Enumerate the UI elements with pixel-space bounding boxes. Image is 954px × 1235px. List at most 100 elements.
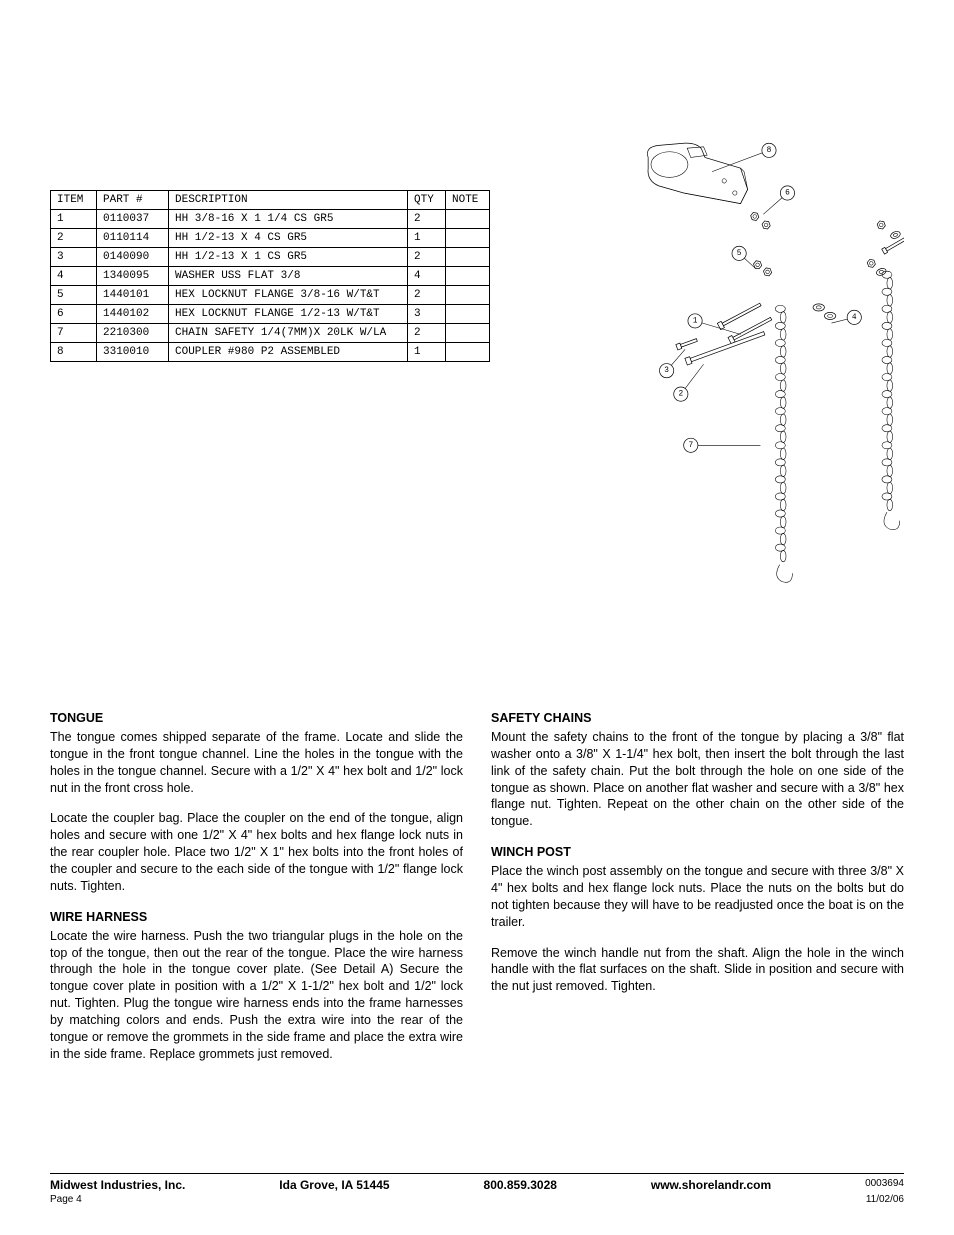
right-column: SAFETY CHAINS Mount the safety chains to … <box>491 710 904 1077</box>
parts-table-wrap: ITEM PART # DESCRIPTION QTY NOTE 1011003… <box>50 190 490 670</box>
chain-right-icon <box>882 271 893 511</box>
cell-note <box>446 267 490 286</box>
cell-part: 1340095 <box>97 267 169 286</box>
parts-table: ITEM PART # DESCRIPTION QTY NOTE 1011003… <box>50 190 490 362</box>
th-qty: QTY <box>408 191 446 210</box>
cell-qty: 3 <box>408 305 446 324</box>
section-para: The tongue comes shipped separate of the… <box>50 729 463 797</box>
table-row: 83310010COUPLER #980 P2 ASSEMBLED1 <box>51 343 490 362</box>
footer-docnum: 0003694 <box>865 1178 904 1192</box>
callout-label: 4 <box>852 313 857 322</box>
table-row: 10110037HH 3/8-16 X 1 1/4 CS GR52 <box>51 210 490 229</box>
callout-label: 8 <box>767 146 772 155</box>
cell-qty: 2 <box>408 286 446 305</box>
nut-icon <box>750 211 772 277</box>
cell-item: 2 <box>51 229 97 248</box>
footer-url: www.shorelandr.com <box>651 1178 771 1192</box>
section-para: Remove the winch handle nut from the sha… <box>491 945 904 996</box>
upper-region: ITEM PART # DESCRIPTION QTY NOTE 1011003… <box>50 50 904 670</box>
cell-item: 7 <box>51 324 97 343</box>
cell-desc: HH 3/8-16 X 1 1/4 CS GR5 <box>169 210 408 229</box>
th-desc: DESCRIPTION <box>169 191 408 210</box>
cell-part: 3310010 <box>97 343 169 362</box>
cell-note <box>446 286 490 305</box>
section-heading: WINCH POST <box>491 844 904 861</box>
cell-desc: WASHER USS FLAT 3/8 <box>169 267 408 286</box>
th-part: PART # <box>97 191 169 210</box>
cell-desc: HEX LOCKNUT FLANGE 1/2-13 W/T&T <box>169 305 408 324</box>
bolt-long-icon <box>685 330 766 365</box>
callout-label: 1 <box>693 316 698 325</box>
callout-label: 3 <box>664 366 669 375</box>
cell-part: 1440102 <box>97 305 169 324</box>
section-para: Place the winch post assembly on the ton… <box>491 863 904 931</box>
cell-item: 1 <box>51 210 97 229</box>
table-header-row: ITEM PART # DESCRIPTION QTY NOTE <box>51 191 490 210</box>
cell-desc: COUPLER #980 P2 ASSEMBLED <box>169 343 408 362</box>
table-row: 20110114HH 1/2-13 X 4 CS GR51 <box>51 229 490 248</box>
cell-part: 0110037 <box>97 210 169 229</box>
cell-qty: 2 <box>408 248 446 267</box>
washer-icon <box>813 304 836 320</box>
footer-phone: 800.859.3028 <box>484 1178 557 1192</box>
cell-qty: 2 <box>408 210 446 229</box>
table-row: 51440101HEX LOCKNUT FLANGE 3/8-16 W/T&T2 <box>51 286 490 305</box>
section-heading: WIRE HARNESS <box>50 909 463 926</box>
cell-note <box>446 210 490 229</box>
th-note: NOTE <box>446 191 490 210</box>
callout-label: 6 <box>785 188 790 197</box>
hardware-group-icon <box>867 220 904 277</box>
cell-desc: HEX LOCKNUT FLANGE 3/8-16 W/T&T <box>169 286 408 305</box>
cell-part: 0110114 <box>97 229 169 248</box>
footer: Midwest Industries, Inc. Ida Grove, IA 5… <box>50 1173 904 1205</box>
footer-date: 11/02/06 <box>866 1194 904 1205</box>
footer-row-1: Midwest Industries, Inc. Ida Grove, IA 5… <box>50 1178 904 1192</box>
cell-item: 6 <box>51 305 97 324</box>
table-row: 61440102HEX LOCKNUT FLANGE 1/2-13 W/T&T3 <box>51 305 490 324</box>
table-row: 41340095WASHER USS FLAT 3/84 <box>51 267 490 286</box>
left-column: TONGUE The tongue comes shipped separate … <box>50 710 463 1077</box>
section-para: Locate the wire harness. Push the two tr… <box>50 928 463 1063</box>
bolt-short-icon <box>717 301 772 344</box>
cell-item: 5 <box>51 286 97 305</box>
footer-company: Midwest Industries, Inc. <box>50 1178 185 1192</box>
section-para: Locate the coupler bag. Place the couple… <box>50 810 463 894</box>
cell-qty: 1 <box>408 343 446 362</box>
coupler-icon <box>647 143 747 203</box>
callout-label: 5 <box>737 249 742 258</box>
hook-icon <box>777 512 900 582</box>
bolt-head-icon <box>676 337 698 350</box>
cell-desc: HH 1/2-13 X 4 CS GR5 <box>169 229 408 248</box>
cell-part: 0140090 <box>97 248 169 267</box>
section-para: Mount the safety chains to the front of … <box>491 729 904 830</box>
cell-part: 1440101 <box>97 286 169 305</box>
table-row: 72210300CHAIN SAFETY 1/4(7MM)X 20LK W/LA… <box>51 324 490 343</box>
cell-note <box>446 229 490 248</box>
cell-note <box>446 305 490 324</box>
cell-desc: CHAIN SAFETY 1/4(7MM)X 20LK W/LA <box>169 324 408 343</box>
footer-city: Ida Grove, IA 51445 <box>279 1178 389 1192</box>
footer-page: Page 4 <box>50 1194 82 1205</box>
th-item: ITEM <box>51 191 97 210</box>
footer-row-2: Page 4 11/02/06 <box>50 1194 904 1205</box>
cell-qty: 4 <box>408 267 446 286</box>
table-row: 30140090HH 1/2-13 X 1 CS GR52 <box>51 248 490 267</box>
cell-item: 3 <box>51 248 97 267</box>
callout-label: 7 <box>688 441 693 450</box>
cell-desc: HH 1/2-13 X 1 CS GR5 <box>169 248 408 267</box>
body-text: TONGUE The tongue comes shipped separate … <box>50 710 904 1077</box>
cell-note <box>446 248 490 267</box>
exploded-diagram: 8 6 5 1 4 3 2 7 <box>506 50 904 670</box>
cell-note <box>446 343 490 362</box>
cell-qty: 1 <box>408 229 446 248</box>
page: ITEM PART # DESCRIPTION QTY NOTE 1011003… <box>0 0 954 1235</box>
cell-item: 8 <box>51 343 97 362</box>
section-heading: TONGUE <box>50 710 463 727</box>
cell-note <box>446 324 490 343</box>
cell-part: 2210300 <box>97 324 169 343</box>
cell-item: 4 <box>51 267 97 286</box>
chain-left-icon <box>775 305 786 562</box>
callout-label: 2 <box>678 390 683 399</box>
section-heading: SAFETY CHAINS <box>491 710 904 727</box>
diagram-svg: 8 6 5 1 4 3 2 7 <box>506 50 904 670</box>
